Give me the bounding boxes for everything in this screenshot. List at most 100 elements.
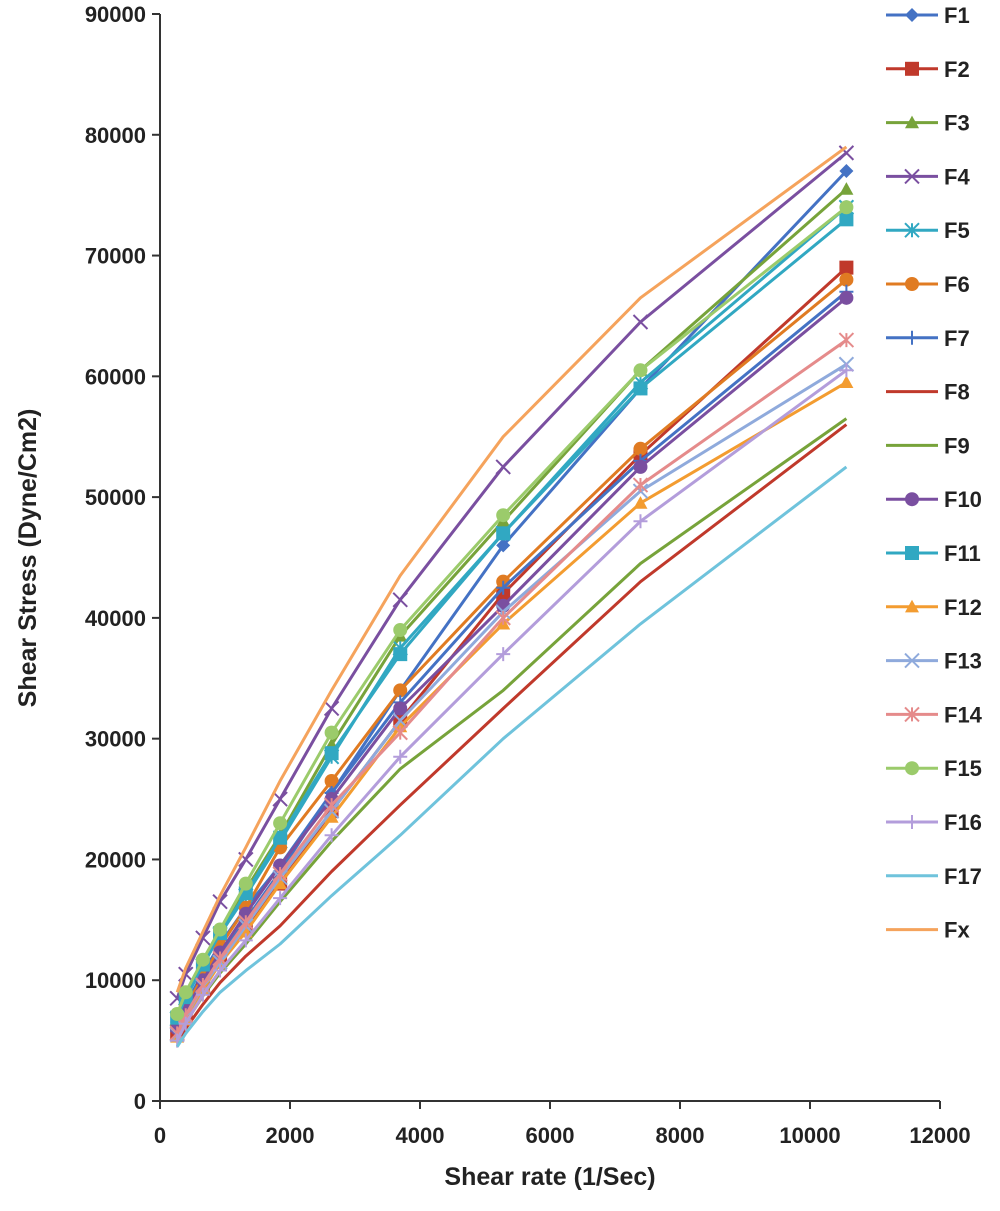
legend-item-f13: F13 bbox=[886, 649, 982, 674]
data-point-f14 bbox=[632, 477, 649, 493]
legend-label: F14 bbox=[944, 702, 983, 727]
legend-item-f15: F15 bbox=[886, 756, 982, 781]
legend-marker bbox=[905, 761, 919, 776]
data-point-f14 bbox=[238, 914, 254, 930]
data-point-f15 bbox=[213, 922, 228, 937]
legend-label: F13 bbox=[944, 649, 982, 674]
data-point-f4 bbox=[323, 700, 340, 717]
series-f12 bbox=[170, 375, 854, 1043]
legend-marker bbox=[904, 168, 920, 185]
legend-item-f5: F5 bbox=[886, 218, 970, 243]
legend-marker bbox=[905, 492, 919, 507]
data-point-f15 bbox=[393, 622, 408, 637]
series-line-f7 bbox=[175, 290, 848, 1032]
data-point-f16 bbox=[195, 987, 210, 1002]
data-point-f16 bbox=[839, 363, 854, 378]
series-f8 bbox=[175, 423, 848, 1044]
legend-label: F5 bbox=[944, 218, 970, 243]
legend-item-f8: F8 bbox=[886, 380, 970, 405]
data-point-f12 bbox=[273, 876, 288, 890]
data-point-f15 bbox=[839, 200, 854, 215]
data-point-f12 bbox=[633, 496, 648, 509]
legend-label: F1 bbox=[944, 3, 970, 28]
x-axis-title: Shear rate (1/Sec) bbox=[444, 1163, 655, 1191]
data-point-f16 bbox=[273, 891, 288, 906]
data-point-f4 bbox=[632, 314, 649, 330]
legend-item-f9: F9 bbox=[886, 433, 970, 458]
x-axis-ticks: 0 2000 4000 6000 8000 10000 12000 bbox=[154, 1101, 971, 1148]
series-fx bbox=[175, 145, 848, 993]
legend-marker bbox=[904, 652, 920, 669]
legend-label: Fx bbox=[944, 918, 970, 943]
y-axis-title: Shear Stress (Dyne/Cm2) bbox=[14, 409, 42, 708]
legend-marker bbox=[905, 277, 919, 291]
legend-label: F2 bbox=[944, 57, 970, 82]
series-f15 bbox=[170, 200, 854, 1022]
legend-label: F17 bbox=[944, 864, 982, 889]
data-point-f16 bbox=[324, 828, 339, 843]
legend-marker bbox=[905, 61, 919, 76]
legend-item-f1: F1 bbox=[886, 3, 970, 28]
data-point-f14 bbox=[838, 332, 855, 348]
x-tick-label: 6000 bbox=[526, 1123, 575, 1148]
x-tick-label: 4000 bbox=[396, 1123, 445, 1148]
series-f17 bbox=[175, 465, 848, 1048]
data-point-f4 bbox=[838, 145, 855, 161]
legend-marker bbox=[905, 815, 919, 829]
data-point-f11 bbox=[324, 746, 339, 761]
data-point-f12 bbox=[839, 375, 854, 388]
data-point-f11 bbox=[273, 830, 288, 845]
data-point-f11 bbox=[496, 526, 511, 541]
data-point-f16 bbox=[178, 1016, 193, 1031]
series-f4 bbox=[169, 145, 855, 1007]
y-tick-label: 10000 bbox=[85, 968, 146, 993]
data-point-f1 bbox=[839, 164, 854, 179]
data-point-f3 bbox=[839, 182, 854, 195]
legend-item-f16: F16 bbox=[886, 810, 982, 835]
legend-item-f7: F7 bbox=[886, 326, 970, 351]
y-tick-label: 20000 bbox=[85, 847, 146, 872]
data-point-f15 bbox=[178, 985, 193, 1000]
data-point-f14 bbox=[392, 724, 408, 741]
y-tick-label: 80000 bbox=[85, 123, 146, 148]
series-line-f2 bbox=[175, 266, 848, 1036]
legend-label: F4 bbox=[944, 164, 970, 189]
legend-item-f14: F14 bbox=[886, 702, 983, 727]
series-f11 bbox=[170, 212, 854, 1025]
legend-marker bbox=[904, 222, 920, 238]
data-point-f2 bbox=[839, 260, 854, 275]
data-point-f6 bbox=[324, 773, 339, 788]
y-tick-label: 90000 bbox=[85, 2, 146, 27]
data-point-f16 bbox=[496, 647, 511, 662]
series-line-f17 bbox=[175, 465, 848, 1048]
data-point-f16 bbox=[238, 933, 253, 948]
y-tick-label: 30000 bbox=[85, 727, 146, 752]
legend-item-f17: F17 bbox=[886, 864, 982, 889]
y-tick-label: 0 bbox=[134, 1089, 146, 1114]
legend-label: F7 bbox=[944, 326, 970, 351]
data-point-f4 bbox=[272, 791, 288, 807]
series-f7 bbox=[170, 284, 854, 1038]
data-point-f10 bbox=[839, 290, 854, 305]
data-point-f6 bbox=[633, 441, 648, 456]
data-point-f15 bbox=[273, 816, 288, 831]
series-f5 bbox=[169, 199, 855, 1027]
data-point-f15 bbox=[170, 1007, 185, 1022]
legend-item-f2: F2 bbox=[886, 57, 970, 82]
y-axis-ticks: 0 10000 20000 30000 40000 50000 60000 70000 8000… bbox=[85, 2, 160, 1114]
data-point-f11 bbox=[633, 381, 648, 396]
series-line-f8 bbox=[175, 423, 848, 1044]
legend-label: F9 bbox=[944, 433, 970, 458]
series-line-f6 bbox=[175, 278, 848, 1027]
legend-item-f10: F10 bbox=[886, 487, 982, 512]
legend-label: F16 bbox=[944, 810, 982, 835]
legend-label: F10 bbox=[944, 487, 982, 512]
data-point-f14 bbox=[323, 797, 340, 813]
y-tick-label: 50000 bbox=[85, 485, 146, 510]
legend-item-f11: F11 bbox=[886, 541, 981, 566]
legend-label: F15 bbox=[944, 756, 982, 781]
data-point-f10 bbox=[393, 701, 408, 716]
data-point-f16 bbox=[213, 963, 228, 978]
legend-marker bbox=[904, 706, 920, 723]
legend-marker bbox=[905, 599, 919, 613]
